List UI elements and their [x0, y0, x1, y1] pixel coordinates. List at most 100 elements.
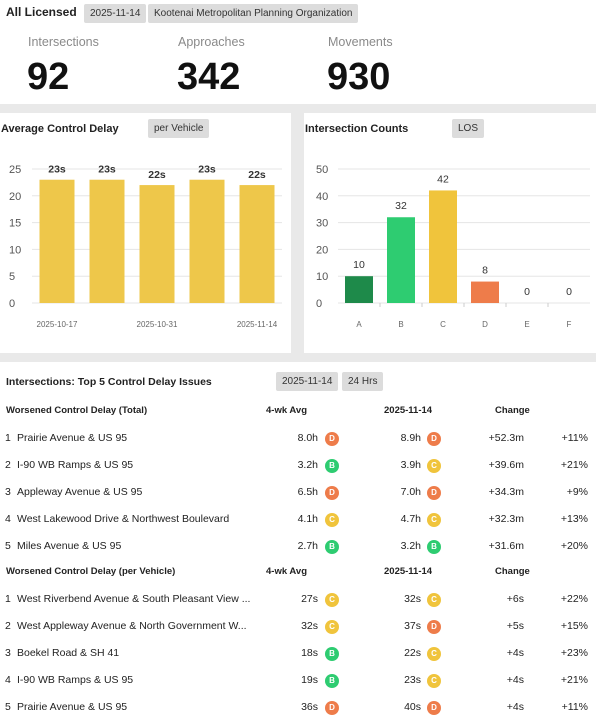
cell-rank: 3 — [5, 647, 11, 659]
cell-chg: +5s — [506, 620, 524, 632]
cell-cur: 7.0h — [400, 486, 421, 498]
delay-y-tick-label: 10 — [9, 244, 21, 256]
cell-chg: +31.6m — [488, 540, 524, 552]
delay-x-tick-label: 2025-10-17 — [37, 320, 78, 329]
page-title: All Licensed — [6, 5, 77, 19]
table-row[interactable]: 2 West Appleway Avenue & North Government… — [0, 614, 596, 640]
date-chip[interactable]: 2025-11-14 — [84, 4, 147, 23]
cell-pct: +23% — [560, 647, 588, 659]
cell-name[interactable]: West Lakewood Drive & Northwest Boulevar… — [17, 513, 230, 525]
delay-data-label: 23s — [198, 164, 216, 176]
cell-name[interactable]: I-90 WB Ramps & US 95 — [17, 459, 134, 471]
cell-name[interactable]: West Appleway Avenue & North Government … — [17, 620, 247, 632]
summary-header: All Licensed 2025-11-14 Kootenai Metropo… — [0, 0, 596, 104]
cell-pct: +15% — [560, 620, 588, 632]
delay-x-tick-label: 2025-11-14 — [237, 320, 278, 329]
los-x-tick-label: E — [524, 320, 529, 329]
table-row[interactable]: 1 West Riverbend Avenue & South Pleasant … — [0, 587, 596, 613]
los-badge-current: B — [427, 540, 441, 554]
table-row[interactable]: 1 Prairie Avenue & US 95 8.0h 8.9h +52.3m +11… — [0, 426, 596, 452]
kpi-movements-value: 930 — [327, 56, 391, 98]
cell-pct: +11% — [561, 432, 588, 444]
cell-rank: 5 — [5, 540, 11, 552]
issues-panel: Intersections: Top 5 Control Delay Issue… — [0, 362, 596, 720]
cell-cur: 37s — [404, 620, 421, 632]
los-y-tick-label: 20 — [316, 244, 328, 256]
los-badge-avg: B — [325, 674, 339, 688]
cell-rank: 4 — [5, 674, 11, 686]
los-data-label: 10 — [353, 259, 365, 271]
header-avg: 4-wk Avg — [266, 405, 308, 416]
los-chart-title: Intersection Counts — [305, 123, 409, 135]
issues-date-chip[interactable]: 2025-11-14 — [276, 372, 339, 391]
delay-y-tick-label: 20 — [9, 191, 21, 203]
cell-avg: 8.0h — [297, 432, 318, 444]
los-badge-current: C — [427, 647, 441, 661]
delay-y-tick-label: 25 — [9, 164, 21, 176]
cell-chg: +4s — [506, 647, 524, 659]
table-row[interactable]: 3 Appleway Avenue & US 95 6.5h 7.0h +34.3m +9… — [0, 480, 596, 506]
los-badge-current: C — [427, 513, 441, 527]
header-label: Worsened Control Delay (per Vehicle) — [6, 566, 176, 577]
table-row[interactable]: 2 I-90 WB Ramps & US 95 3.2h 3.9h +39.6m +21%… — [0, 453, 596, 479]
los-x-tick-label: A — [356, 320, 362, 329]
los-badge-avg: B — [325, 459, 339, 473]
los-badge-avg: C — [325, 513, 339, 527]
cell-avg: 2.7h — [297, 540, 318, 552]
los-x-tick-label: F — [567, 320, 572, 329]
cell-cur: 23s — [404, 674, 421, 686]
los-x-tick-label: D — [482, 320, 488, 329]
cell-chg: +34.3m — [488, 486, 524, 498]
los-badge-avg: D — [325, 701, 339, 715]
los-bar — [345, 276, 373, 303]
cell-name[interactable]: Boekel Road & SH 41 — [17, 647, 120, 659]
cell-rank: 4 — [5, 513, 11, 525]
los-badge-current: C — [427, 593, 441, 607]
cell-name[interactable]: Appleway Avenue & US 95 — [17, 486, 143, 498]
cell-cur: 3.9h — [400, 459, 421, 471]
cell-chg: +4s — [506, 701, 524, 713]
table-row[interactable]: 3 Boekel Road & SH 41 18s 22s +4s +23% B C — [0, 641, 596, 667]
kpi-approaches-value: 342 — [177, 56, 241, 98]
org-chip[interactable]: Kootenai Metropolitan Planning Organizat… — [148, 4, 359, 23]
cell-pct: +11% — [561, 701, 588, 713]
los-x-tick-label: C — [440, 320, 446, 329]
los-chart-panel: Intersection Counts LOS 0 10 20 30 40 50 10 A 32… — [304, 113, 596, 353]
cell-avg: 6.5h — [297, 486, 318, 498]
cell-chg: +32.3m — [488, 513, 524, 525]
cell-pct: +21% — [560, 459, 588, 471]
cell-pct: +9% — [566, 486, 588, 498]
cell-name[interactable]: Prairie Avenue & US 95 — [17, 432, 128, 444]
cell-name[interactable]: Prairie Avenue & US 95 — [17, 701, 128, 713]
cell-name[interactable]: Miles Avenue & US 95 — [17, 540, 122, 552]
los-badge-current: C — [427, 674, 441, 688]
los-badge-avg: C — [325, 620, 339, 634]
delay-data-label: 23s — [98, 164, 116, 176]
issues-title: Intersections: Top 5 Control Delay Issue… — [6, 376, 212, 388]
los-badge-avg: D — [325, 432, 339, 446]
delay-data-label: 23s — [48, 164, 66, 176]
kpi-approaches-label: Approaches — [178, 35, 245, 49]
table-header: Worsened Control Delay (per Vehicle) 4-wk… — [0, 566, 596, 582]
delay-bar — [39, 179, 75, 303]
delay-bar — [139, 185, 175, 303]
table-row[interactable]: 4 West Lakewood Drive & Northwest Bouleva… — [0, 507, 596, 533]
los-badge-current: D — [427, 701, 441, 715]
cell-rank: 5 — [5, 701, 11, 713]
table-row[interactable]: 5 Prairie Avenue & US 95 36s 40s +4s +11% D D — [0, 695, 596, 720]
los-chip[interactable]: LOS — [452, 119, 485, 138]
delay-y-tick-label: 15 — [9, 218, 21, 230]
cell-name[interactable]: I-90 WB Ramps & US 95 — [17, 674, 134, 686]
los-y-tick-label: 10 — [316, 271, 328, 283]
table-row[interactable]: 4 I-90 WB Ramps & US 95 19s 23s +4s +21% B C — [0, 668, 596, 694]
issues-period-chip[interactable]: 24 Hrs — [342, 372, 384, 391]
table-row[interactable]: 5 Miles Avenue & US 95 2.7h 3.2h +31.6m +20% B… — [0, 534, 596, 560]
cell-rank: 3 — [5, 486, 11, 498]
los-badge-current: C — [427, 459, 441, 473]
delay-bar — [239, 185, 275, 303]
cell-avg: 32s — [301, 620, 318, 632]
per-vehicle-chip[interactable]: per Vehicle — [148, 119, 210, 138]
header-date: 2025-11-14 — [384, 566, 433, 577]
cell-name[interactable]: West Riverbend Avenue & South Pleasant V… — [17, 593, 251, 605]
delay-data-label: 22s — [248, 169, 266, 181]
